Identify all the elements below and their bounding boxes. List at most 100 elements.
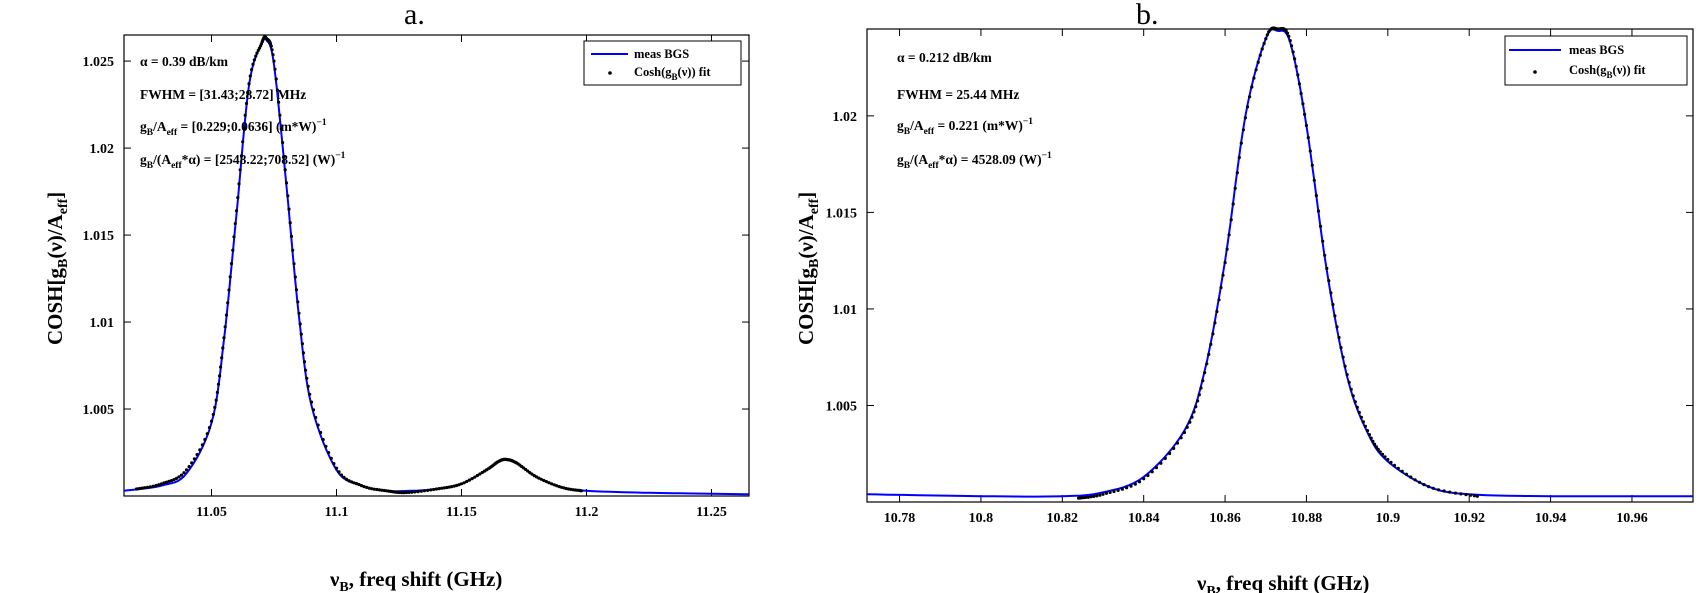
fit-point [246,91,250,95]
x-tick-label: 10.78 [884,511,916,526]
fit-point [1304,123,1308,128]
fit-point [1291,50,1295,54]
fit-point [1316,209,1321,213]
legend-label-meas: meas BGS [634,47,689,61]
fit-point [247,82,251,86]
panel-letter: a. [404,0,425,31]
legend: meas BGS Cosh(gB(ν)) fit [583,40,742,86]
fit-point [1207,352,1211,356]
fit-point [1392,463,1397,467]
fit-point [377,488,381,492]
fit-point [349,480,354,484]
fit-point [268,42,273,46]
fit-point [200,443,204,447]
fit-point [1084,495,1088,499]
fit-point [238,168,242,172]
fit-point [1185,425,1189,429]
fit-point [190,461,194,465]
fit-point [287,207,291,211]
fit-point [311,408,316,412]
series-line-meas-bgs [866,28,1693,498]
fit-point [1337,335,1341,340]
fit-point [1265,33,1269,37]
fit-point [284,181,289,185]
fit-point [407,490,411,494]
fit-point [1288,39,1292,43]
annotation-fwhm: FWHM = 25.44 MHz [897,87,1019,102]
fit-point [1303,112,1307,116]
fit-point [539,477,543,481]
fit-point [1417,480,1422,484]
fit-point [1196,399,1200,403]
fit-point [564,486,568,491]
fit-point [367,486,371,490]
x-tick-label: 11.1 [325,505,349,520]
fit-point [1422,483,1426,487]
fit-point [221,346,225,350]
fit-point [214,398,218,402]
annotation-alpha: α = 0.212 dB/km [897,50,992,65]
fit-point [1188,420,1192,424]
fit-point [299,332,303,336]
fit-point [1258,53,1262,57]
fit-point [241,140,245,144]
fit-point [162,481,166,485]
fit-point [177,475,181,479]
fit-point [224,313,229,317]
fit-point [1293,57,1297,61]
fit-point [298,322,302,326]
x-tick-label: 10.94 [1535,511,1567,526]
fit-point [1319,224,1323,228]
fit-point [470,477,474,481]
fit-point [297,311,301,315]
fit-point [234,209,239,213]
y-axis-label: COSH[gB(ν)/Aeff] [794,192,822,345]
fit-point [1347,380,1351,384]
fit-point [283,168,287,172]
fit-point [1378,450,1382,454]
fit-point [1168,451,1172,456]
fit-point [555,484,559,488]
fit-point [1285,31,1290,35]
fit-point [473,475,477,479]
fit-point [467,478,471,482]
fit-point [1296,73,1300,77]
fit-point [1287,34,1291,39]
fit-point [1175,441,1180,445]
fit-point [1371,439,1375,443]
plot-frame [123,34,750,497]
fit-point [1116,488,1120,492]
fit-point [324,444,328,448]
fit-point [1201,379,1205,383]
fit-point [195,453,199,457]
fit-point [1159,461,1163,465]
fit-point [1205,362,1209,366]
legend-label-fit: Cosh(gB(ν)) fit [1569,63,1646,80]
fit-point [459,482,464,486]
fit-point [174,476,179,480]
fit-point [1262,41,1266,46]
fit-point [302,360,307,364]
fit-point [1095,494,1099,498]
annotation-gb-aeff: gB/Aeff = [0.229;0.0636] (m*W)−1 [140,118,327,138]
fit-point [1237,155,1241,160]
y-tick-label: 1.02 [833,110,858,125]
y-tick-label: 1.005 [826,399,858,414]
fit-point [213,405,217,409]
fit-point [1321,239,1325,243]
fit-point [1297,82,1301,86]
fit-point [452,484,456,488]
fit-point [1343,364,1347,368]
fit-point [1217,298,1221,302]
fit-point [1223,261,1227,265]
fit-point [365,485,369,489]
fit-point [179,473,184,477]
fit-point [248,74,252,78]
fit-point [1351,394,1355,398]
fit-point [475,473,479,478]
y-axis-label: COSH[gB(ν)/Aeff] [43,192,71,345]
fit-point [1211,332,1215,336]
series-group [123,35,750,496]
fit-point [243,113,247,117]
fit-point [1359,415,1363,419]
